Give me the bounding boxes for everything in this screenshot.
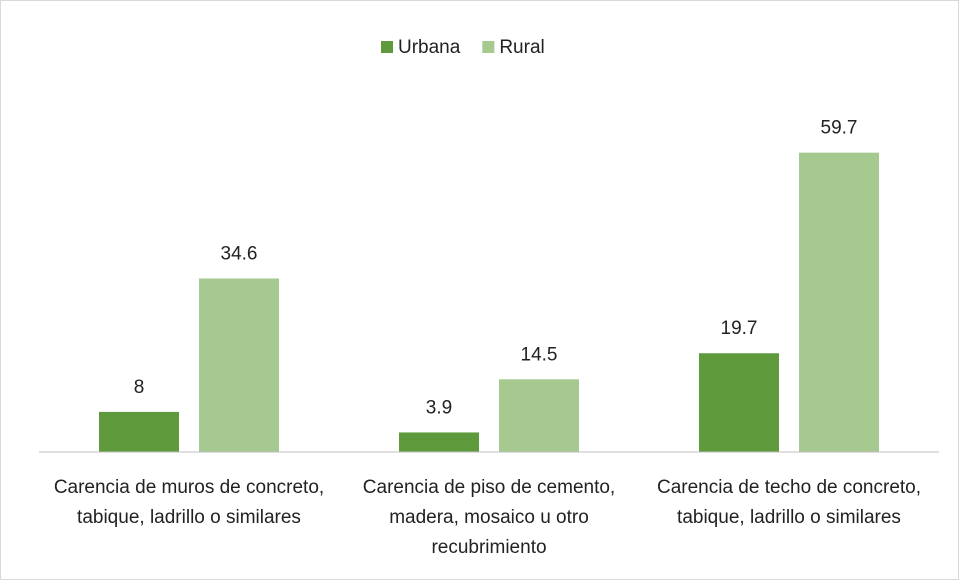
x-tick-label: Carencia de techo de concreto, tabique, … [656, 477, 922, 528]
data-label: 19.7 [721, 318, 758, 339]
legend-swatch [482, 41, 495, 53]
bar [499, 379, 579, 452]
data-label: 59.7 [821, 118, 858, 139]
legend-swatch [381, 41, 393, 53]
bar [199, 278, 279, 452]
data-label: 34.6 [221, 244, 258, 265]
bar [99, 411, 179, 452]
bar [799, 152, 879, 452]
bar [699, 353, 779, 452]
legend-label: Rural [499, 37, 544, 58]
data-label: 3.9 [426, 397, 452, 418]
bar [399, 432, 479, 452]
x-tick-label: Carencia de muros de concreto, tabique, … [53, 477, 325, 528]
data-label: 14.5 [521, 344, 558, 365]
legend-label: Urbana [398, 37, 461, 58]
data-label: 8 [134, 377, 145, 398]
x-tick-label: Carencia de piso de cemento, madera, mos… [362, 477, 616, 558]
